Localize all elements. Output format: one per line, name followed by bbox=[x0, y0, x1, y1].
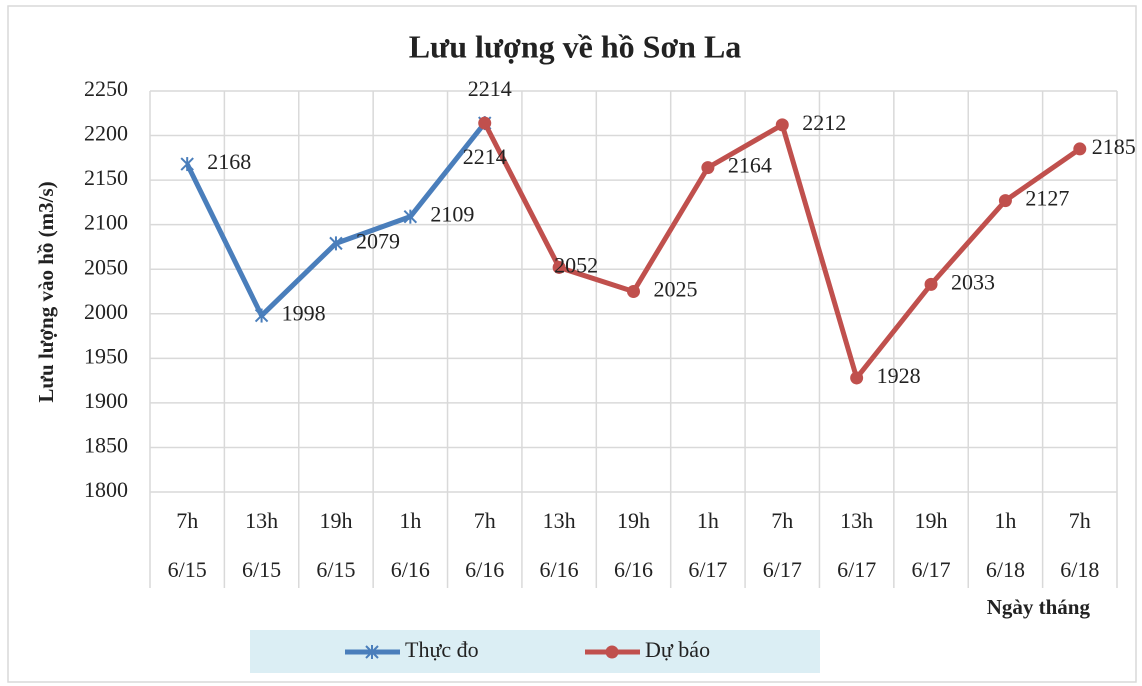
data-label: 2214 bbox=[468, 76, 512, 101]
y-tick-label: 1900 bbox=[84, 388, 128, 413]
x-tick-label: 6/17 bbox=[763, 557, 802, 582]
chart-border bbox=[7, 5, 1137, 683]
marker bbox=[254, 308, 269, 323]
x-tick-label: 6/17 bbox=[688, 557, 727, 582]
data-label: 2052 bbox=[554, 252, 598, 277]
x-tick-label: 7h bbox=[1069, 508, 1091, 533]
x-tick-label: 1h bbox=[399, 508, 421, 533]
marker bbox=[329, 236, 343, 251]
data-label: 1928 bbox=[877, 363, 921, 388]
marker bbox=[998, 194, 1012, 208]
data-label: 2212 bbox=[802, 110, 846, 135]
x-tick-label: 6/17 bbox=[911, 557, 950, 582]
marker bbox=[701, 161, 715, 175]
legend-marker bbox=[365, 645, 379, 659]
x-tick-label: 6/16 bbox=[391, 557, 430, 582]
x-tick-label: 19h bbox=[617, 508, 650, 533]
marker bbox=[478, 116, 492, 130]
y-tick-label: 1800 bbox=[84, 477, 128, 502]
x-tick-label: 6/17 bbox=[837, 557, 876, 582]
x-tick-label: 13h bbox=[245, 508, 278, 533]
legend-label: Thực đo bbox=[405, 637, 479, 662]
marker bbox=[552, 260, 566, 274]
data-label: 2127 bbox=[1025, 186, 1069, 211]
data-label: 2025 bbox=[654, 277, 698, 302]
data-label: 2109 bbox=[430, 202, 474, 227]
data-label: 1998 bbox=[282, 301, 326, 326]
data-label: 2214 bbox=[463, 144, 507, 169]
x-tick-label: 13h bbox=[840, 508, 873, 533]
y-tick-label: 1850 bbox=[84, 432, 128, 457]
x-tick-label: 1h bbox=[697, 508, 719, 533]
x-tick-label: 6/16 bbox=[465, 557, 504, 582]
y-tick-label: 2100 bbox=[84, 210, 128, 235]
marker bbox=[1073, 142, 1087, 156]
x-tick-label: 19h bbox=[915, 508, 948, 533]
y-tick-label: 2000 bbox=[84, 299, 128, 324]
x-tick-label: 6/15 bbox=[242, 557, 281, 582]
data-label: 2033 bbox=[951, 269, 995, 294]
x-tick-label: 19h bbox=[319, 508, 352, 533]
data-label: 2164 bbox=[728, 153, 772, 178]
x-tick-label: 6/15 bbox=[168, 557, 207, 582]
marker bbox=[180, 157, 194, 172]
x-tick-label: 13h bbox=[543, 508, 576, 533]
marker bbox=[627, 285, 640, 298]
x-tick-label: 6/18 bbox=[1060, 557, 1099, 582]
data-label: 2185 bbox=[1092, 134, 1136, 159]
x-tick-label: 7h bbox=[176, 508, 198, 533]
y-tick-label: 1950 bbox=[84, 343, 128, 368]
marker bbox=[924, 277, 938, 291]
legend-marker bbox=[605, 645, 619, 659]
y-tick-label: 2150 bbox=[84, 165, 128, 190]
marker bbox=[403, 209, 418, 224]
x-tick-label: 6/16 bbox=[614, 557, 653, 582]
y-tick-label: 2250 bbox=[84, 76, 128, 101]
x-tick-label: 6/18 bbox=[986, 557, 1025, 582]
y-tick-label: 2200 bbox=[84, 121, 128, 146]
chart-title: Lưu lượng về hồ Sơn La bbox=[409, 28, 742, 64]
x-tick-label: 1h bbox=[994, 508, 1016, 533]
marker bbox=[775, 118, 789, 132]
data-label: 2079 bbox=[356, 228, 400, 253]
x-tick-label: 7h bbox=[474, 508, 496, 533]
legend-label: Dự báo bbox=[645, 637, 710, 662]
y-axis-label: Lưu lượng vào hồ (m3/s) bbox=[34, 181, 58, 402]
marker bbox=[850, 371, 864, 385]
x-tick-label: 6/16 bbox=[540, 557, 579, 582]
y-tick-label: 2050 bbox=[84, 254, 128, 279]
x-tick-label: 7h bbox=[771, 508, 793, 533]
x-tick-label: 6/15 bbox=[316, 557, 355, 582]
legend-box bbox=[250, 630, 820, 673]
x-axis-label: Ngày tháng bbox=[987, 595, 1091, 619]
data-label: 2168 bbox=[207, 149, 251, 174]
